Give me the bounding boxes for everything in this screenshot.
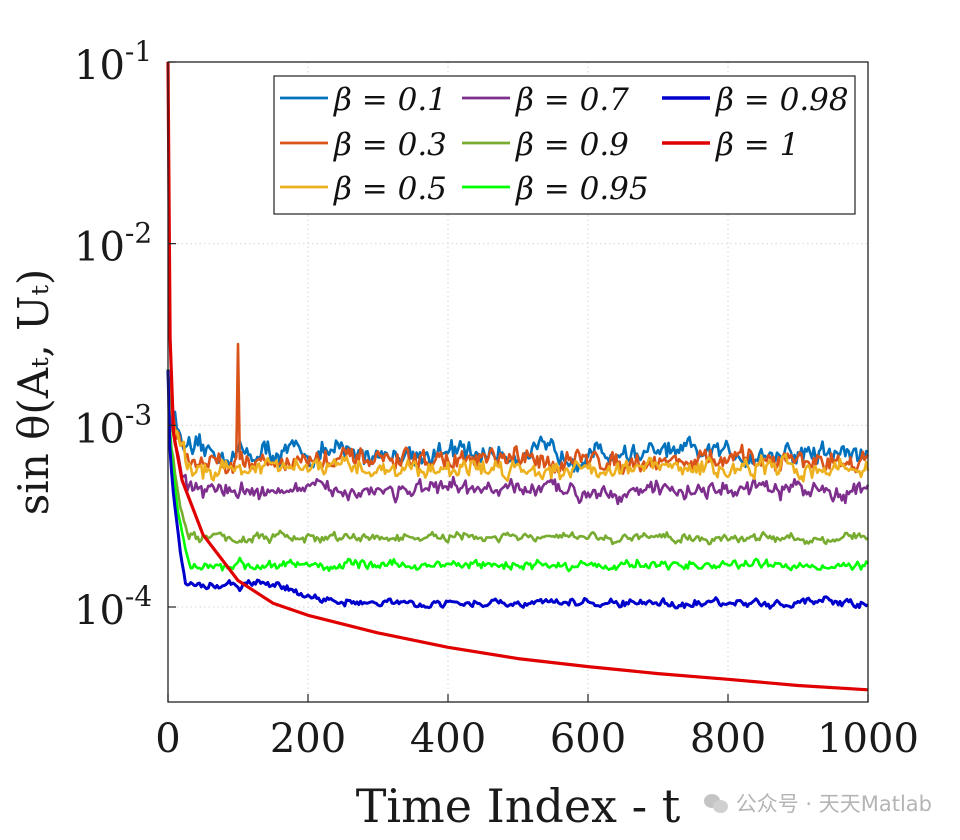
- y-tick-label: 10-2: [74, 217, 152, 271]
- series-line-6: [166, 369, 869, 610]
- wechat-icon: [703, 792, 730, 814]
- legend-label: β = 0.9: [515, 127, 629, 163]
- series-line-2: [166, 374, 870, 483]
- x-tick-label: 400: [410, 716, 486, 762]
- legend-label: β = 0.7: [515, 82, 629, 118]
- legend-label: β = 0.5: [333, 171, 447, 207]
- x-tick-label: 600: [550, 716, 626, 762]
- legend-label: β = 0.95: [515, 171, 649, 207]
- legend-label: β = 1: [715, 127, 799, 163]
- x-axis-label: Time Index - t: [356, 779, 681, 833]
- series-line-4: [166, 372, 869, 546]
- y-tick-label: 10-3: [74, 398, 152, 452]
- x-tick-label: 0: [155, 716, 180, 762]
- series-layer: [166, 61, 870, 692]
- series-line-7: [166, 61, 869, 692]
- legend-box: [273, 75, 856, 215]
- legend: β = 0.1 β = 0.7 β = 0.98 β = 0.3 β = 0.9 β = …: [273, 75, 856, 215]
- x-tick-label: 800: [690, 716, 766, 762]
- y-tick-label: 10-4: [74, 580, 152, 634]
- axes-box: [167, 61, 869, 703]
- series-line-5: [166, 369, 869, 573]
- x-tick-label: 200: [270, 716, 346, 762]
- watermark: 公众号 · 天天Matlab: [703, 788, 932, 818]
- y-tick-label: 10-1: [74, 35, 152, 89]
- legend-label: β = 0.3: [333, 127, 447, 163]
- axis-ticks: 0 200 400 600 800 1000 10-1 10-2 10-3 10-4: [74, 35, 919, 762]
- legend-label: β = 0.1: [333, 82, 447, 118]
- series-line-3: [166, 369, 870, 506]
- watermark-text: 公众号 · 天天Matlab: [735, 792, 932, 816]
- y-axis-label: sin θ(Aₜ, Uₜ): [9, 269, 58, 516]
- legend-label: β = 0.98: [715, 82, 849, 118]
- x-tick-label: 1000: [817, 716, 919, 762]
